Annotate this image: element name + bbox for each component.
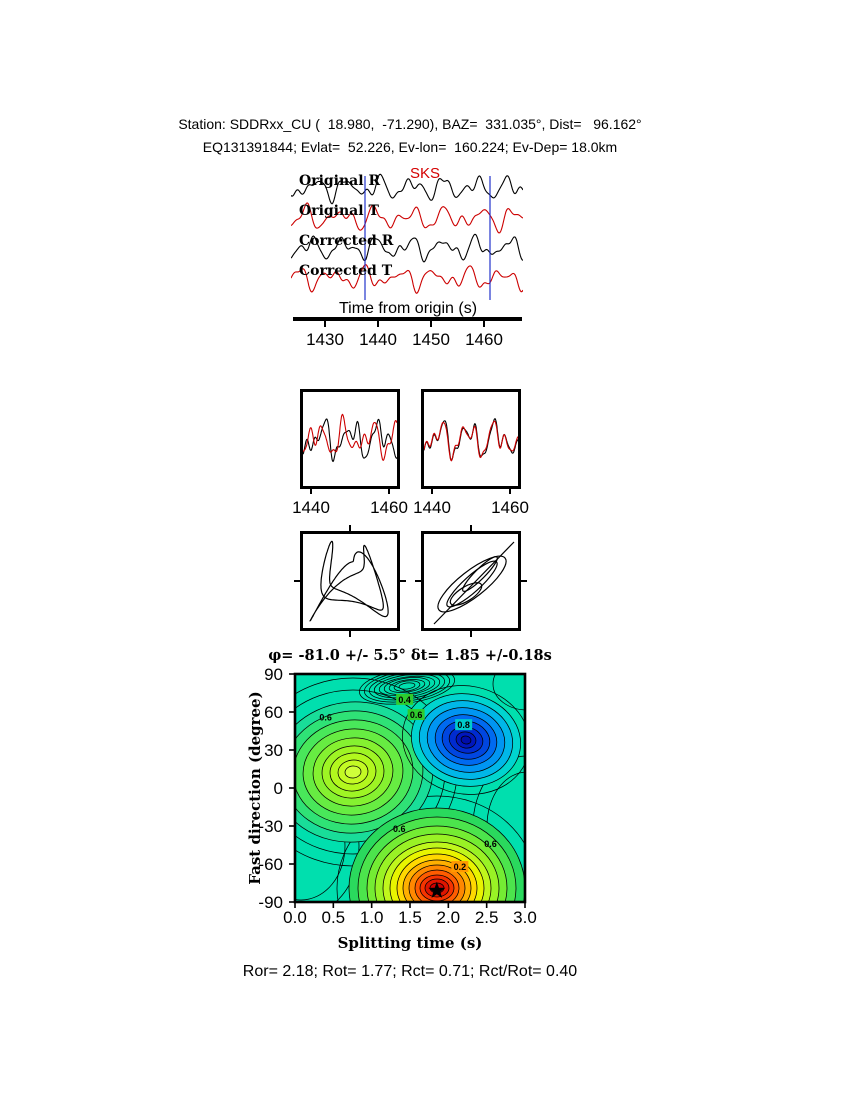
trace-path — [291, 173, 523, 205]
contour-ring — [388, 679, 426, 693]
pm-tick — [349, 525, 351, 531]
splitting-result-title: φ= -81.0 +/- 5.5° δt= 1.85 +/-0.18s — [268, 647, 552, 664]
fast-direction-tick-label: -30 — [258, 817, 283, 836]
window-tick-label: 1440 — [292, 498, 330, 517]
pm-tick — [294, 580, 300, 582]
pm-loop — [437, 555, 507, 613]
contour-annotation: 0.2 — [454, 862, 467, 872]
pm-tick — [400, 580, 406, 582]
window-tick-label: 1460 — [491, 498, 529, 517]
pm-loop — [462, 556, 498, 592]
splitting-time-tick-label: 0.5 — [321, 908, 346, 927]
fast-direction-tick-label: -60 — [258, 855, 283, 874]
window-tick — [388, 489, 390, 494]
time-axis-title: Time from origin (s) — [338, 300, 478, 317]
contour-annotation-chip — [396, 693, 414, 705]
window-tick-label: 1460 — [370, 498, 408, 517]
particle-motion-corrected — [421, 531, 521, 631]
contour-ring — [344, 765, 362, 779]
time-axis-tick-label: 1450 — [412, 330, 450, 349]
splitting-time-axis-label: Splitting time (s) — [337, 934, 483, 952]
pm-path — [308, 540, 389, 622]
phase-label: SKS — [410, 165, 441, 182]
contour-annotation: 0.6 — [410, 710, 423, 720]
particle-motion-corrected-plot — [433, 541, 515, 625]
best-fit-star — [428, 881, 446, 898]
contour-annotation: 0.6 — [319, 713, 332, 723]
contour-annotation: 0.6 — [484, 839, 497, 849]
fast-direction-tick-label: 60 — [264, 703, 283, 722]
window-tick — [431, 489, 433, 494]
fast-direction-tick-label: 0 — [273, 779, 283, 798]
pm-tick — [521, 580, 527, 582]
trace-label: Corrected R — [299, 233, 394, 249]
pm-tick — [470, 525, 472, 531]
window-tick-label: 1440 — [413, 498, 451, 517]
window-tick — [310, 489, 312, 494]
particle-motion-original — [300, 531, 400, 631]
event-subtitle: EQ131391844; Evlat= 52.226, Ev-lon= 160.… — [202, 139, 618, 155]
t-trace — [424, 420, 518, 462]
fast-direction-tick-label: 90 — [264, 665, 283, 684]
fast-direction-tick-label: 30 — [264, 741, 283, 760]
time-axis-tick-label: 1460 — [465, 330, 503, 349]
window-waveforms-original — [303, 413, 397, 463]
error-surface-contour-plot: 0.6 0.4 0.6 0.8 0.6 0.2 0.6 — [289, 672, 527, 908]
fast-direction-tick-label: -90 — [258, 893, 283, 912]
time-axis-tick — [430, 321, 432, 327]
time-axis-tick-label: 1440 — [359, 330, 397, 349]
splitting-time-tick-label: 3.0 — [513, 908, 537, 927]
contour-annotation-chip — [407, 709, 425, 721]
trace-label: Original R — [299, 173, 381, 189]
time-axis-tick — [483, 321, 485, 327]
splitting-time-tick-label: 1.5 — [398, 908, 422, 927]
contour-annotation: 0.6 — [393, 824, 406, 834]
trace-path — [291, 264, 523, 294]
contour-annotation: 0.4 — [398, 695, 411, 705]
splitting-time-tick-label: 2.0 — [436, 908, 461, 927]
time-axis-bar — [293, 317, 522, 321]
waveform-traces-plot — [291, 173, 523, 300]
window-waveforms-corrected — [424, 417, 518, 462]
trace-path — [291, 233, 523, 263]
contour-annotation-chip — [455, 719, 473, 731]
trace-path — [291, 202, 523, 234]
contour-ring — [393, 680, 421, 692]
splitting-time-tick-label: 0.0 — [283, 908, 307, 927]
trace-label: Original T — [299, 203, 379, 219]
t-trace — [303, 413, 397, 461]
contour-ring — [398, 682, 416, 690]
pm-tick — [349, 631, 351, 637]
splitting-time-tick-label: 2.5 — [474, 908, 499, 927]
window-tick — [509, 489, 511, 494]
time-axis-tick-label: 1430 — [306, 330, 344, 349]
r-trace — [303, 418, 397, 463]
contour-ring — [402, 685, 525, 795]
splitting-time-tick-label: 1.0 — [359, 908, 384, 927]
pm-tick — [415, 580, 421, 582]
contour-ring — [460, 735, 472, 745]
time-axis-tick — [377, 321, 379, 327]
time-axis-tick — [324, 321, 326, 327]
contour-ring — [336, 795, 525, 902]
results-line: Ror= 2.18; Rot= 1.77; Rct= 0.71; Rct/Rot… — [242, 963, 578, 980]
station-title: Station: SDDRxx_CU ( 18.980, -71.290), B… — [178, 116, 642, 132]
contour-annotation: 0.8 — [457, 720, 470, 730]
pm-loop — [449, 582, 483, 606]
trace-label: Corrected T — [299, 263, 393, 279]
window-panel-original — [300, 389, 400, 489]
pm-tick — [470, 631, 472, 637]
particle-motion-original-plot — [308, 540, 389, 622]
contour-annotation-chip — [451, 861, 469, 873]
contour-ring — [492, 674, 525, 711]
window-panel-corrected — [421, 389, 521, 489]
